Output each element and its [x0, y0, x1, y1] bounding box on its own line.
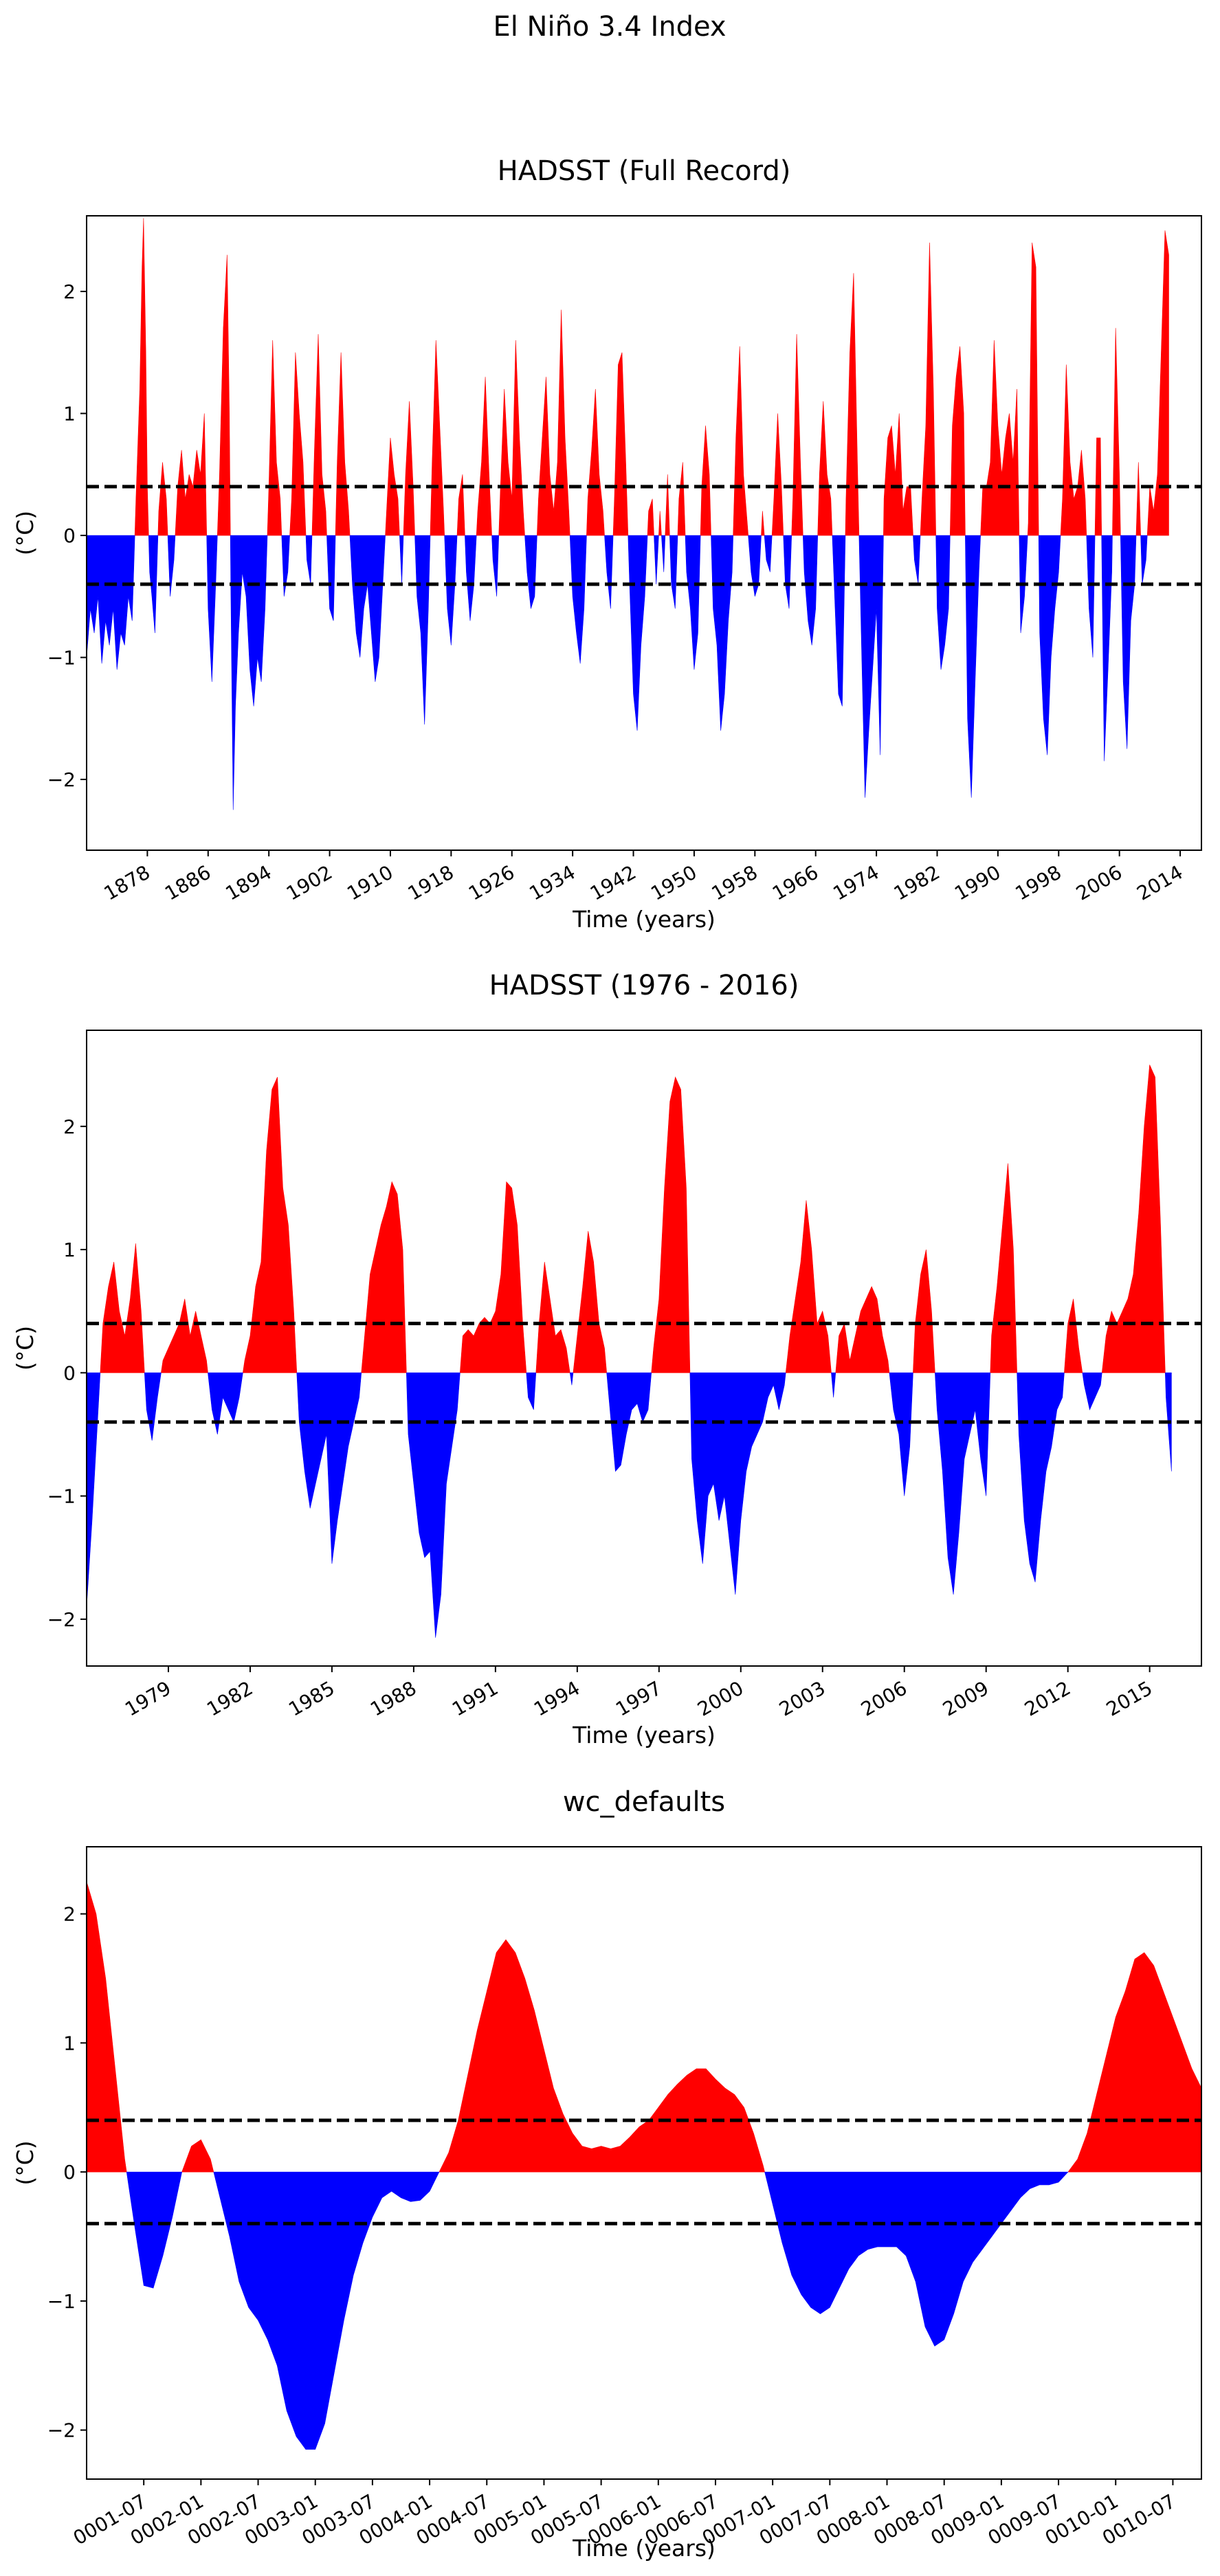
- chart-title: HADSST (1976 - 2016): [489, 970, 799, 1001]
- x-axis-label: Time (years): [572, 906, 716, 933]
- y-tick-label: 1: [63, 403, 76, 425]
- series-fills: [87, 1065, 1172, 1638]
- chart-title: HADSST (Full Record): [498, 155, 791, 187]
- y-axis-label: (°C): [12, 2140, 38, 2185]
- y-tick-label: −2: [47, 1608, 76, 1631]
- y-tick-label: −1: [47, 1485, 76, 1508]
- x-axis-label: Time (years): [572, 2535, 716, 2562]
- y-tick-label: −1: [47, 647, 76, 669]
- figure-suptitle: El Niño 3.4 Index: [493, 11, 726, 43]
- y-tick-label: 2: [63, 1903, 76, 1926]
- y-tick-label: 0: [63, 2161, 76, 2184]
- negative-anomaly-fill: [126, 2171, 1069, 2450]
- axes-frame: [86, 215, 1202, 851]
- y-tick-label: 2: [63, 280, 76, 303]
- negative-anomaly-fill: [87, 1373, 1172, 1638]
- positive-anomaly-fill: [134, 218, 1169, 536]
- y-tick-label: 0: [63, 1362, 76, 1384]
- y-tick-label: −2: [47, 2419, 76, 2442]
- y-tick-label: 1: [63, 1239, 76, 1261]
- positive-anomaly-fill: [87, 1881, 1201, 2173]
- y-tick-label: −2: [47, 768, 76, 791]
- x-axis-label: Time (years): [572, 1722, 716, 1748]
- chart-title: wc_defaults: [563, 1786, 725, 1818]
- y-tick-label: 0: [63, 524, 76, 547]
- y-tick-label: 1: [63, 2032, 76, 2054]
- y-axis-label: (°C): [12, 511, 38, 555]
- y-axis-label: (°C): [12, 1326, 38, 1370]
- y-tick-label: 2: [63, 1115, 76, 1138]
- axes-frame: [86, 1030, 1202, 1667]
- axes-frame: [86, 1846, 1202, 2480]
- series-fills: [87, 1881, 1201, 2450]
- y-tick-label: −1: [47, 2290, 76, 2313]
